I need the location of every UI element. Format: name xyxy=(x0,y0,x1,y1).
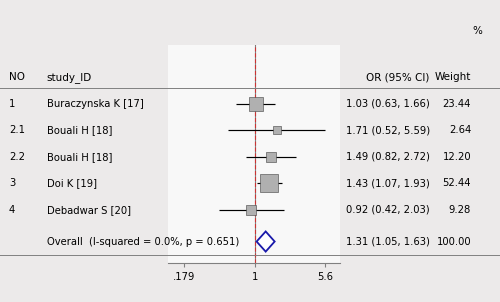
Text: 23.44: 23.44 xyxy=(442,99,471,109)
Text: 52.44: 52.44 xyxy=(442,178,471,188)
Text: Doi K [19]: Doi K [19] xyxy=(47,178,97,188)
Text: Overall  (I-squared = 0.0%, p = 0.651): Overall (I-squared = 0.0%, p = 0.651) xyxy=(47,236,239,246)
Text: 1.43 (1.07, 1.93): 1.43 (1.07, 1.93) xyxy=(346,178,430,188)
Text: 1.03 (0.63, 1.66): 1.03 (0.63, 1.66) xyxy=(346,99,430,109)
Text: 9.28: 9.28 xyxy=(449,205,471,215)
Text: 2.1: 2.1 xyxy=(9,125,25,135)
Text: 3: 3 xyxy=(9,178,15,188)
Text: Bouali H [18]: Bouali H [18] xyxy=(47,125,112,135)
Text: NO: NO xyxy=(9,72,25,82)
Text: %: % xyxy=(472,26,482,36)
Text: OR (95% CI): OR (95% CI) xyxy=(366,72,430,82)
Point xyxy=(247,207,255,212)
Text: Weight: Weight xyxy=(434,72,471,82)
Text: 100.00: 100.00 xyxy=(436,236,471,246)
Point xyxy=(272,128,280,133)
Text: 1.49 (0.82, 2.72): 1.49 (0.82, 2.72) xyxy=(346,152,430,162)
Text: 1: 1 xyxy=(9,99,15,109)
Polygon shape xyxy=(256,231,274,252)
Text: 1.71 (0.52, 5.59): 1.71 (0.52, 5.59) xyxy=(346,125,430,135)
Text: 4: 4 xyxy=(9,205,15,215)
Point xyxy=(266,181,274,186)
Text: study_ID: study_ID xyxy=(47,72,92,82)
Point xyxy=(267,154,275,159)
Text: 12.20: 12.20 xyxy=(442,152,471,162)
Text: 2.64: 2.64 xyxy=(449,125,471,135)
Point xyxy=(252,101,260,106)
Text: Buraczynska K [17]: Buraczynska K [17] xyxy=(47,99,144,109)
Text: Debadwar S [20]: Debadwar S [20] xyxy=(47,205,131,215)
Text: 2.2: 2.2 xyxy=(9,152,25,162)
Text: 0.92 (0.42, 2.03): 0.92 (0.42, 2.03) xyxy=(346,205,430,215)
Text: 1.31 (1.05, 1.63): 1.31 (1.05, 1.63) xyxy=(346,236,430,246)
Text: Bouali H [18]: Bouali H [18] xyxy=(47,152,112,162)
